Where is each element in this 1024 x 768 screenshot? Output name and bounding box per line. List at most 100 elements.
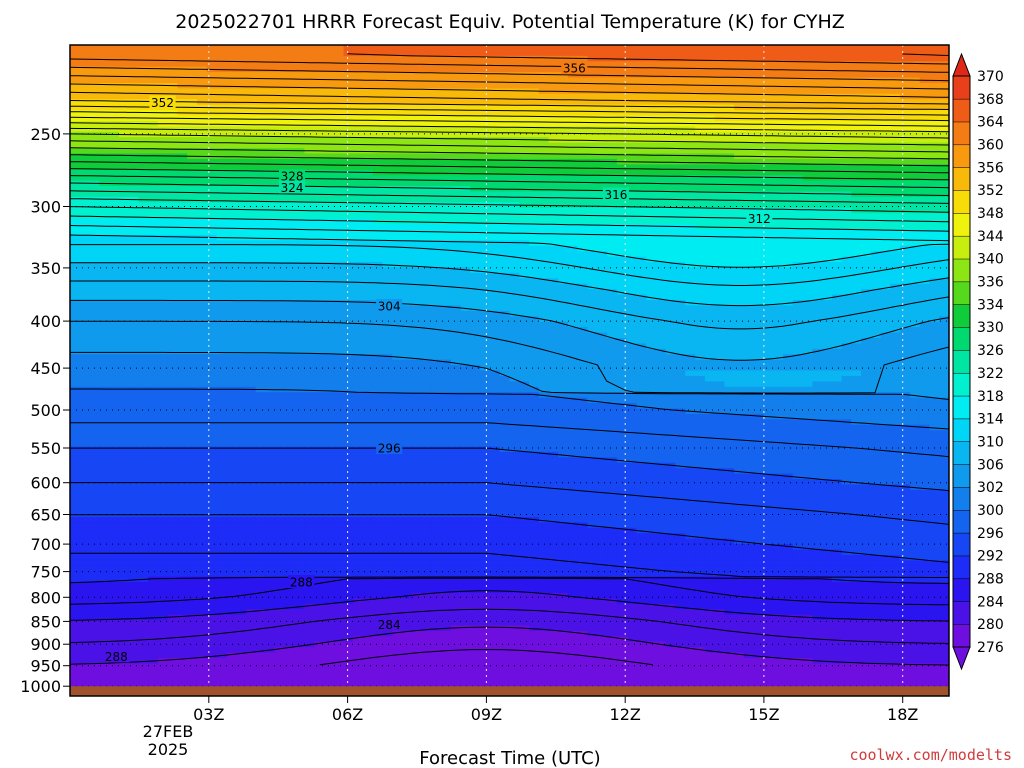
colorbar-label: 326: [977, 343, 1004, 359]
colorbar-swatch: [952, 98, 971, 123]
date-label-day: 27FEB: [143, 722, 194, 741]
y-tick-label: 850: [30, 612, 61, 631]
contour-line: [70, 215, 949, 232]
colorbar-swatch: [952, 167, 971, 191]
colorbar-swatch: [952, 189, 971, 214]
ground-surface: [70, 686, 949, 696]
contour-label-bg: [279, 180, 306, 194]
colorbar-label: 334: [977, 297, 1004, 313]
contour-label: 324: [281, 181, 304, 195]
colorbar-label: 314: [977, 412, 1004, 428]
contour-line: [70, 91, 949, 105]
x-tick-label: 15Z: [748, 705, 779, 724]
colorbar-swatch: [952, 532, 971, 557]
contour-label: 288: [290, 576, 313, 590]
contour-line: [70, 154, 949, 167]
colorbar-swatch: [952, 281, 971, 305]
contour-label-bg: [746, 211, 773, 225]
y-tick-label: 950: [30, 657, 61, 676]
colorbar-swatch: [952, 75, 971, 100]
contour-line: [70, 168, 949, 181]
contour-line: [70, 100, 949, 110]
x-axis-label: Forecast Time (UTC): [419, 748, 600, 768]
contour-line: [70, 198, 949, 213]
contour-label: 312: [748, 212, 771, 226]
y-tick-label: 400: [30, 312, 61, 331]
contour-line: [70, 262, 949, 307]
contour-line: [70, 280, 949, 330]
contour-line: [70, 447, 949, 492]
contour-line: [70, 576, 949, 585]
y-tick-label: 300: [30, 198, 61, 217]
colorbar-label: 368: [977, 92, 1004, 108]
colorbar-label: 348: [977, 206, 1004, 222]
y-axis: 250 300 350 400 450 500 550 600 650 700 750 800 850 9…: [20, 125, 70, 696]
y-tick-label: 550: [30, 439, 61, 458]
contour-line: [902, 53, 949, 56]
contour-line: [70, 175, 949, 189]
contour-label: 352: [151, 96, 174, 110]
contour-label-bg: [288, 575, 315, 588]
contour-line: [70, 608, 949, 644]
contour-line: [70, 75, 949, 90]
colorbar-label: 356: [977, 160, 1004, 176]
x-tick-label: 03Z: [193, 705, 224, 724]
y-tick-label: 800: [30, 588, 61, 607]
contour-line: [70, 577, 949, 606]
contour-line: [70, 190, 949, 204]
colorbar-label: 336: [977, 275, 1004, 291]
y-tick-label: 700: [30, 535, 61, 554]
y-tick-label: 500: [30, 401, 61, 420]
colorbar-arrow-bottom: [952, 646, 971, 671]
y-tick-label: 350: [30, 259, 61, 278]
contour-line: [70, 225, 949, 242]
colorbar-label: 352: [977, 183, 1004, 199]
plot-frame: [69, 44, 950, 697]
x-tick-label: 18Z: [887, 705, 918, 724]
colorbar-swatch: [952, 395, 971, 420]
date-label-year: 2025: [148, 740, 189, 759]
colorbar-swatch: [952, 601, 971, 625]
colorbar-swatch: [952, 349, 971, 374]
colorbar-label: 310: [977, 434, 1004, 450]
contour-line: [70, 182, 949, 196]
colorbar-label: 288: [977, 572, 1004, 588]
colorbar-label: 280: [977, 617, 1004, 633]
contour-line: [70, 422, 949, 458]
contour-line: [70, 482, 949, 525]
contour-line: [70, 105, 949, 116]
contour-line: [70, 206, 949, 223]
contour-label: 328: [281, 170, 304, 184]
grid-lines: [70, 45, 949, 696]
contour-line: [70, 116, 949, 127]
colorbar-label: 318: [977, 389, 1004, 405]
colorbar-swatch: [952, 486, 971, 511]
contour-label-bg: [279, 169, 306, 183]
colorbar-swatch: [952, 372, 971, 397]
contour-line: [70, 111, 949, 122]
contour-line: [70, 234, 949, 268]
contour-line: [70, 299, 949, 361]
contour-line: [70, 388, 949, 430]
y-tick-label: 1000: [20, 677, 61, 696]
x-tick-label: 09Z: [471, 705, 502, 724]
contour-line: [70, 140, 949, 153]
colorbar-label: 300: [977, 503, 1004, 519]
colorbar-label: 296: [977, 526, 1004, 542]
x-axis: 03Z 06Z 09Z 12Z 15Z 18Z: [193, 696, 918, 724]
colorbar: 276 280 284 288 292 296 300 302 306 310 314 318 322 3…: [952, 52, 1004, 671]
colorbar-swatch: [952, 578, 971, 602]
colorbar-arrow-top: [952, 52, 971, 77]
colorbar-label: 364: [977, 115, 1004, 131]
contour-line: [70, 161, 949, 174]
contour-line: [70, 514, 949, 563]
colorbar-swatch: [952, 304, 971, 328]
contour-label: 356: [563, 62, 586, 76]
colorbar-frame: [952, 75, 971, 648]
contour-line: [70, 66, 949, 82]
contour-lines: [70, 53, 949, 666]
credit-label: coolwx.com/modelts: [849, 746, 1012, 764]
